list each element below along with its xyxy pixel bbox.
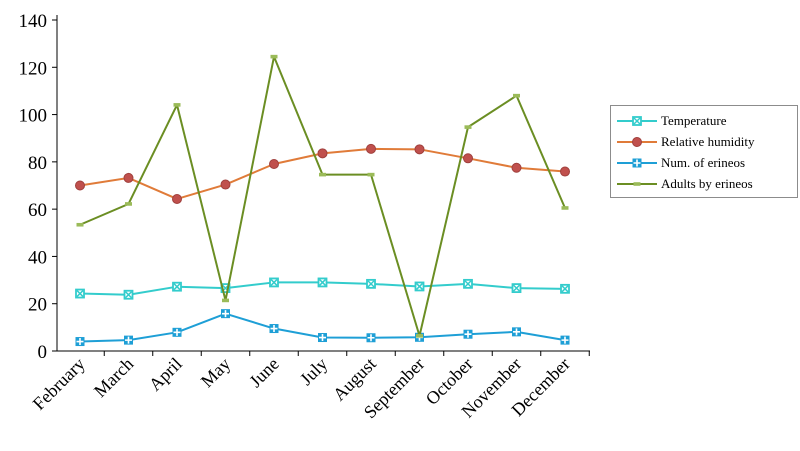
data-point [560, 283, 570, 294]
x-tick-label: April [145, 354, 186, 395]
chart-series [75, 54, 570, 347]
x-axis-ticks: February March April May June JulyAugustSepte… [29, 351, 590, 422]
data-point [366, 333, 376, 343]
data-point [172, 281, 182, 292]
x-tick-label: March [90, 354, 137, 401]
data-point [269, 158, 279, 169]
data-point [270, 54, 278, 59]
series-num-of-erineos [75, 309, 570, 347]
data-point [366, 278, 376, 289]
data-point [75, 180, 85, 191]
y-tick-label: 60 [28, 200, 47, 221]
x-tick-label: May [197, 354, 234, 391]
x-tick-label: July [296, 354, 331, 389]
data-point [463, 278, 473, 289]
x-tick-label: June [245, 354, 282, 391]
data-point [75, 288, 85, 299]
data-point [318, 333, 327, 343]
chart-axes [56, 15, 590, 352]
legend-swatch [617, 116, 657, 126]
legend-marker [632, 137, 642, 147]
y-axis-ticks: 0 20 40 60 80 100 120 140 [19, 11, 57, 363]
data-point [561, 206, 569, 210]
legend-item: Temperature [617, 111, 727, 131]
y-tick-label: 0 [38, 342, 48, 363]
data-point [269, 277, 279, 288]
data-point [221, 309, 230, 319]
legend-swatch [617, 158, 657, 168]
data-point [269, 324, 279, 334]
chart-legend: Temperature Relative humidity Num. of erin… [610, 105, 798, 198]
data-point [511, 162, 522, 173]
series-adults-by-erineos [76, 54, 569, 338]
y-tick-label: 140 [19, 11, 48, 32]
data-point [319, 172, 326, 177]
legend-marker [633, 182, 641, 186]
data-point [123, 289, 134, 300]
data-point [75, 337, 85, 347]
data-point [317, 148, 328, 159]
data-point [317, 277, 328, 288]
data-point [366, 143, 376, 154]
series-temperature [75, 277, 570, 300]
y-tick-label: 120 [19, 58, 48, 79]
data-point [220, 179, 231, 190]
data-point [76, 222, 84, 227]
series-line [79, 55, 566, 337]
y-tick-label: 100 [19, 106, 48, 127]
legend-item: Relative humidity [617, 132, 755, 152]
legend-label: Adults by erineos [661, 176, 753, 191]
data-point [512, 327, 521, 337]
legend-swatch [617, 182, 657, 186]
data-point [511, 283, 522, 294]
data-point [463, 153, 473, 164]
legend-item: Adults by erineos [617, 174, 753, 194]
data-point [172, 327, 182, 337]
data-point [414, 144, 425, 155]
data-point [464, 125, 472, 129]
data-point [123, 172, 134, 183]
legend-marker [632, 116, 642, 126]
data-point [367, 172, 375, 177]
legend-marker [632, 158, 642, 168]
data-point [172, 193, 182, 204]
y-tick-label: 40 [28, 247, 47, 268]
data-point [560, 166, 570, 177]
data-point [173, 103, 181, 107]
data-point [416, 334, 423, 338]
data-point [463, 329, 473, 339]
data-point [414, 281, 425, 292]
y-tick-label: 20 [28, 295, 47, 316]
legend-swatch [617, 137, 657, 147]
legend-label: Temperature [661, 113, 727, 128]
y-tick-label: 80 [28, 153, 47, 174]
data-point [125, 202, 132, 206]
legend-item: Num. of erineos [617, 153, 745, 173]
data-point [560, 335, 570, 345]
legend-label: Num. of erineos [661, 155, 746, 170]
data-point [124, 335, 133, 345]
legend-label: Relative humidity [661, 134, 755, 149]
data-point [222, 298, 229, 303]
data-point [513, 93, 520, 98]
series-relative-humidity [75, 143, 570, 204]
